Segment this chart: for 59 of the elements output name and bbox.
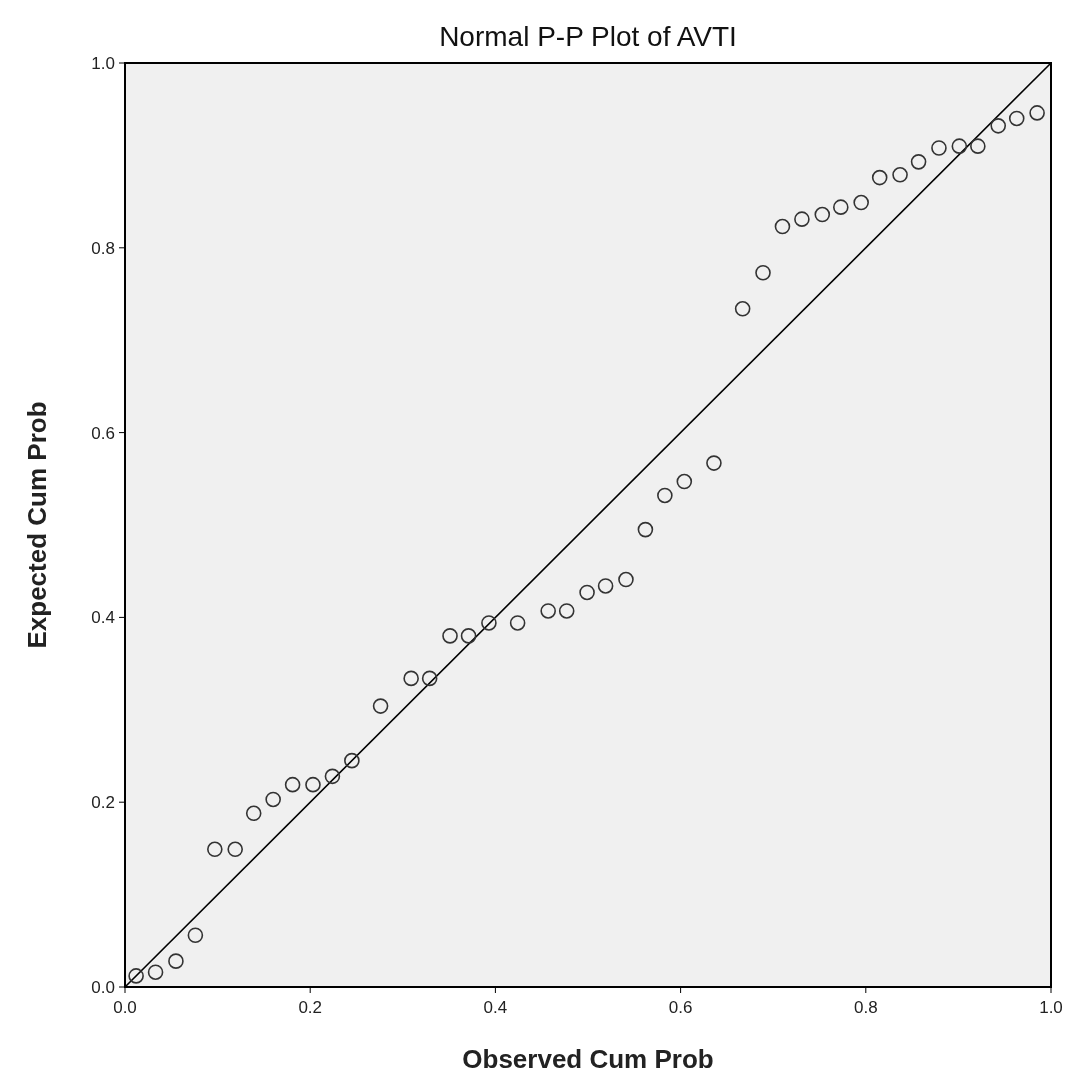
x-tick-label: 0.0 bbox=[113, 998, 137, 1017]
point bbox=[421, 670, 438, 687]
point bbox=[597, 578, 614, 594]
point bbox=[833, 199, 849, 215]
y-tick-label: 0.0 bbox=[91, 977, 115, 997]
point bbox=[245, 805, 262, 822]
y-tick-label: 0.6 bbox=[91, 423, 115, 443]
point bbox=[324, 768, 341, 785]
point bbox=[794, 211, 810, 227]
point bbox=[1008, 110, 1025, 127]
point bbox=[814, 206, 831, 223]
x-axis-title: Observed Cum Prob bbox=[462, 1044, 714, 1074]
point bbox=[637, 521, 654, 538]
point bbox=[372, 698, 389, 714]
point bbox=[509, 615, 526, 631]
point bbox=[990, 118, 1007, 134]
point bbox=[207, 841, 223, 858]
point bbox=[344, 752, 360, 769]
point bbox=[147, 964, 164, 981]
point bbox=[284, 776, 301, 793]
point bbox=[970, 138, 986, 154]
point bbox=[128, 968, 144, 984]
point bbox=[951, 138, 968, 154]
point bbox=[931, 140, 947, 156]
point bbox=[540, 603, 556, 619]
point bbox=[755, 264, 771, 281]
point bbox=[1029, 105, 1045, 121]
y-axis-title: Expected Cum Prob bbox=[22, 401, 52, 649]
point bbox=[871, 169, 888, 186]
x-tick-label: 0.6 bbox=[668, 998, 693, 1017]
point bbox=[774, 218, 791, 235]
point bbox=[618, 571, 634, 588]
point bbox=[460, 628, 477, 644]
point bbox=[305, 776, 321, 793]
point bbox=[481, 615, 497, 631]
point bbox=[676, 473, 693, 490]
point bbox=[187, 927, 204, 944]
y-tick-label: 1.0 bbox=[91, 53, 115, 73]
point bbox=[558, 603, 575, 619]
point bbox=[579, 584, 595, 601]
x-tick-label: 0.2 bbox=[298, 998, 323, 1017]
point bbox=[657, 487, 673, 504]
point bbox=[442, 628, 458, 644]
point bbox=[168, 953, 184, 969]
point bbox=[265, 791, 281, 808]
x-tick-label: 1.0 bbox=[1039, 998, 1063, 1017]
x-tick-label: 0.4 bbox=[483, 998, 508, 1017]
y-tick-label: 0.8 bbox=[91, 238, 115, 258]
y-tick-label: 0.4 bbox=[91, 608, 115, 628]
point bbox=[892, 167, 908, 183]
y-tick-label: 0.2 bbox=[91, 793, 115, 813]
chart-title: Normal P-P Plot of AVTI bbox=[439, 21, 737, 52]
point bbox=[403, 670, 419, 687]
point bbox=[227, 841, 243, 858]
point bbox=[910, 154, 927, 170]
point bbox=[853, 194, 869, 211]
point bbox=[734, 300, 751, 317]
point bbox=[706, 455, 722, 471]
x-tick-label: 0.8 bbox=[853, 998, 878, 1017]
